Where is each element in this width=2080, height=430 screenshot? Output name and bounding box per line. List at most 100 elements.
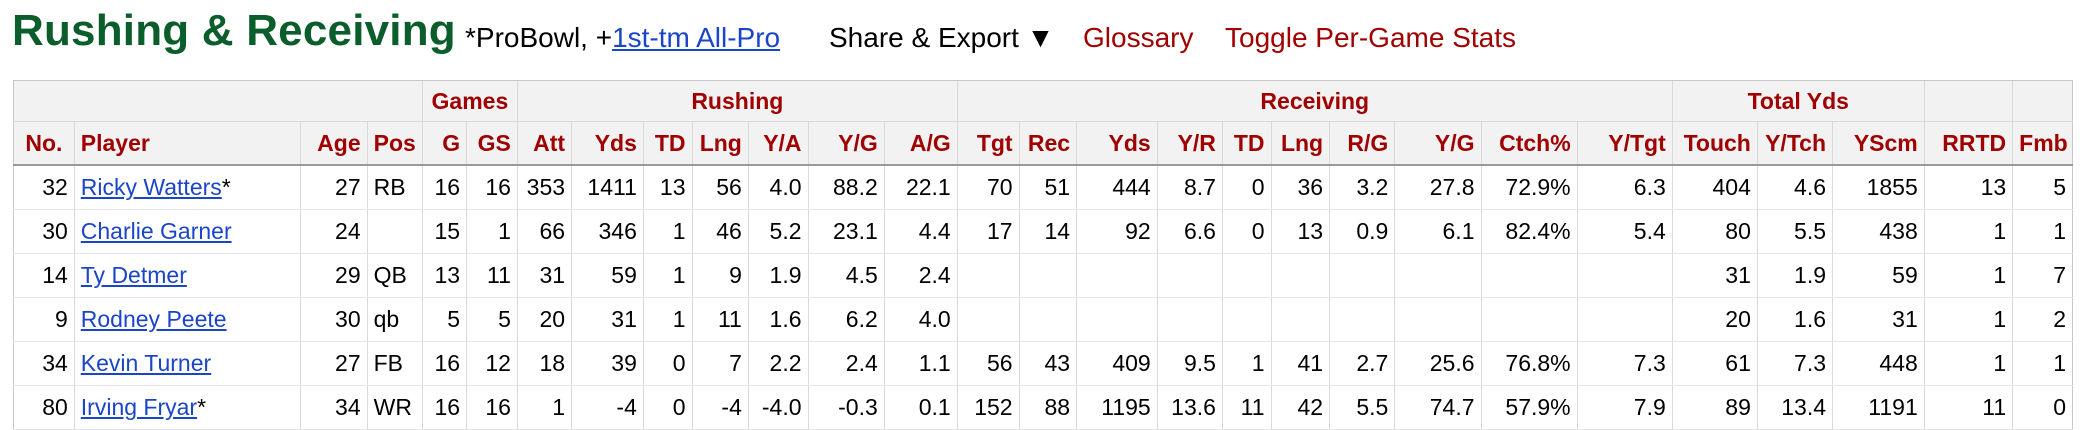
col-header-rec-yds[interactable]: Yds [1076,121,1158,166]
cell-no: 34 [13,341,75,386]
share-export-menu[interactable]: Share & Export ▼ [829,22,1055,53]
cell-rec-lng: 41 [1270,341,1330,386]
cell-rec-ctch: 76.8% [1480,341,1578,386]
player-link[interactable]: Ricky Watters [80,174,222,200]
cell-rec-ctch [1480,297,1578,342]
cell-age: 27 [300,341,368,386]
col-header-rush-ya[interactable]: Y/A [747,121,809,166]
cell-rec-ctch: 72.9% [1480,165,1578,210]
cell-rrtd: 1 [1923,253,2013,298]
col-header-rec-ctch[interactable]: Ctch% [1480,121,1578,166]
player-link[interactable]: Irving Fryar [80,394,198,420]
cell-gs: 11 [466,253,518,298]
player-link[interactable]: Charlie Garner [80,218,232,244]
col-header-rush-yds[interactable]: Yds [571,121,644,166]
cell-yscm: 59 [1832,253,1925,298]
cell-rec-ytgt [1576,253,1673,298]
cell-rec-rec [1018,253,1077,298]
cell-yscm: 1191 [1832,385,1925,430]
cell-rush-yds: -4 [571,385,644,430]
cell-g: 16 [421,385,467,430]
cell-rush-yds: 1411 [571,165,644,210]
cell-rec-tgt: 70 [956,165,1020,210]
cell-age: 34 [300,385,368,430]
group-header-receiving: Receiving [956,80,1673,122]
col-header-rec-tgt[interactable]: Tgt [956,121,1020,166]
cell-rec-rg: 3.2 [1329,165,1395,210]
all-pro-legend-link[interactable]: 1st-tm All-Pro [612,22,781,53]
cell-rush-ag: 2.4 [883,253,958,298]
cell-rec-yds: 444 [1076,165,1158,210]
glossary-link[interactable]: Glossary [1083,22,1194,53]
cell-age: 24 [300,209,368,254]
legend-prefix: *ProBowl, + [465,22,613,53]
cell-rush-yg: -0.3 [807,385,885,430]
cell-rec-rec: 43 [1018,341,1077,386]
col-header-rush-att[interactable]: Att [516,121,572,166]
col-header-no[interactable]: No. [13,121,75,166]
cell-rush-lng: -4 [691,385,749,430]
cell-rec-lng [1270,297,1330,342]
col-header-rec-yg[interactable]: Y/G [1394,121,1481,166]
col-header-yscm[interactable]: YScm [1832,121,1925,166]
col-header-g[interactable]: G [421,121,467,166]
col-header-rush-yg[interactable]: Y/G [807,121,885,166]
cell-rush-att: 66 [516,209,572,254]
cell-rec-rg: 5.5 [1329,385,1395,430]
cell-fmb: 1 [2012,209,2073,254]
group-header-row: Games Rushing Receiving Total Yds [13,80,2073,122]
col-header-rrtd[interactable]: RRTD [1923,121,2013,166]
player-link[interactable]: Rodney Peete [80,306,227,332]
cell-rec-ytgt [1576,297,1673,342]
col-header-rec-yr[interactable]: Y/R [1156,121,1223,166]
cell-no: 9 [13,297,75,342]
col-header-fmb[interactable]: Fmb [2012,121,2073,166]
column-header-row: No. Player Age Pos G GS Att Yds TD Lng Y… [13,121,2073,166]
cell-ytch: 1.9 [1756,253,1833,298]
cell-ytch: 4.6 [1756,165,1833,210]
cell-rec-ctch: 57.9% [1480,385,1578,430]
cell-touch: 31 [1671,253,1758,298]
col-header-age[interactable]: Age [300,121,368,166]
col-header-player[interactable]: Player [73,121,301,166]
cell-age: 29 [300,253,368,298]
cell-rec-lng [1270,253,1330,298]
cell-pos: FB [366,341,423,386]
cell-rrtd: 1 [1923,341,2013,386]
col-header-rec-lng[interactable]: Lng [1270,121,1330,166]
col-header-gs[interactable]: GS [466,121,518,166]
cell-rec-lng: 42 [1270,385,1330,430]
cell-touch: 61 [1671,341,1758,386]
cell-ytch: 7.3 [1756,341,1833,386]
col-header-rush-lng[interactable]: Lng [691,121,749,166]
col-header-ytch[interactable]: Y/Tch [1756,121,1833,166]
cell-player: Rodney Peete [73,297,301,342]
cell-rec-lng: 36 [1270,165,1330,210]
col-header-touch[interactable]: Touch [1671,121,1758,166]
cell-touch: 80 [1671,209,1758,254]
cell-rec-yr: 13.6 [1156,385,1223,430]
cell-yscm: 438 [1832,209,1925,254]
col-header-pos[interactable]: Pos [366,121,423,166]
cell-g: 5 [421,297,467,342]
cell-rec-tgt: 152 [956,385,1020,430]
col-header-rec-td[interactable]: TD [1221,121,1272,166]
col-header-rush-td[interactable]: TD [642,121,692,166]
group-header-games: Games [421,80,518,122]
col-header-rec-ytgt[interactable]: Y/Tgt [1576,121,1673,166]
cell-rec-yg: 25.6 [1394,341,1481,386]
cell-rec-yds [1076,297,1158,342]
toggle-per-game-link[interactable]: Toggle Per-Game Stats [1225,22,1517,53]
player-link[interactable]: Kevin Turner [80,350,212,376]
col-header-rec-rec[interactable]: Rec [1018,121,1077,166]
cell-gs: 12 [466,341,518,386]
col-header-rush-ag[interactable]: A/G [883,121,958,166]
cell-no: 32 [13,165,75,210]
cell-rec-yg: 27.8 [1394,165,1481,210]
col-header-rec-rg[interactable]: R/G [1329,121,1395,166]
cell-fmb: 5 [2012,165,2073,210]
player-link[interactable]: Ty Detmer [80,262,187,288]
cell-pos: WR [366,385,423,430]
cell-rush-att: 20 [516,297,572,342]
cell-gs: 16 [466,165,518,210]
